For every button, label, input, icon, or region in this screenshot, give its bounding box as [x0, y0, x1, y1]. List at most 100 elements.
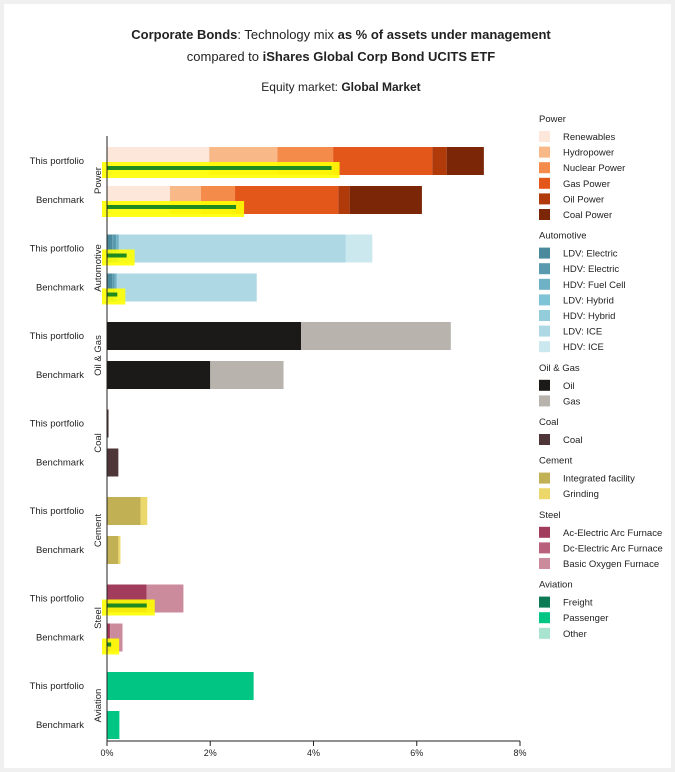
bar-automotive-benchmark-ldv-electric	[107, 273, 113, 302]
bar-oil-gas-benchmark-oil	[107, 361, 211, 389]
row-label-aviation-portfolio: This portfolio	[30, 681, 84, 692]
legend-label-steel-ac-electric-arc-furnace: Ac-Electric Arc Furnace	[563, 528, 662, 539]
x-axis: 0% 2% 4% 6% 8%	[100, 136, 527, 758]
target-line-steel-benchmark	[107, 642, 112, 647]
legend-heading-automotive: Automotive	[539, 231, 587, 242]
text-part: Equity market:	[261, 80, 341, 94]
sector-label-power: Power	[93, 167, 104, 194]
row-label-cement-portfolio: This portfolio	[30, 506, 84, 517]
bar-oil-gas-benchmark-gas	[210, 361, 284, 389]
chart-subtitle: compared to iShares Global Corp Bond UCI…	[187, 49, 496, 64]
sector-label-cement: Cement	[93, 514, 104, 548]
text-part: compared to	[187, 49, 263, 64]
legend-swatch-automotive-hdv-ice	[539, 341, 550, 353]
legend-label-steel-basic-oxygen-furnace: Basic Oxygen Furnace	[563, 559, 659, 570]
legend-label-automotive-ldv-ice: LDV: ICE	[563, 327, 602, 338]
row-label-automotive-benchmark: Benchmark	[36, 283, 84, 294]
legend-heading-coal: Coal	[539, 417, 559, 428]
chart-card: Corporate Bonds: Technology mix as % of …	[4, 4, 671, 768]
equity-market-label: Equity market: Global Market	[261, 80, 420, 94]
legend: Power Renewables Hydropower Nuclear Power Ga…	[539, 114, 663, 640]
bar-aviation-benchmark-passenger	[107, 711, 120, 739]
sector-label-coal: Coal	[93, 433, 104, 453]
target-line-power-portfolio	[107, 166, 332, 170]
bar-steel-benchmark-ac-electric-arc-furnace	[107, 623, 111, 652]
bar-automotive-portfolio-ldv-ice	[118, 234, 346, 263]
row-labels-group: Power This portfolio Benchmark Automotive Th…	[30, 156, 104, 731]
row-label-steel-portfolio: This portfolio	[30, 594, 84, 605]
sector-label-oil-gas: Oil & Gas	[93, 335, 104, 376]
legend-label-cement-grinding: Grinding	[563, 489, 599, 500]
bar-power-portfolio-coal-power	[446, 147, 484, 175]
legend-label-power-gas-power: Gas Power	[563, 179, 610, 190]
row-label-power-benchmark: Benchmark	[36, 195, 84, 206]
legend-label-automotive-ldv-electric: LDV: Electric	[563, 249, 618, 260]
legend-label-automotive-hdv-electric: HDV: Electric	[563, 264, 619, 275]
legend-swatch-power-nuclear-power	[539, 162, 550, 174]
row-label-oil-gas-portfolio: This portfolio	[30, 331, 84, 342]
legend-swatch-aviation-freight	[539, 596, 550, 608]
bar-oil-gas-portfolio-gas	[301, 322, 451, 350]
row-label-steel-benchmark: Benchmark	[36, 633, 84, 644]
legend-swatch-steel-ac-electric-arc-furnace	[539, 526, 550, 538]
bar-power-benchmark-gas-power	[235, 186, 339, 214]
bar-cement-portfolio-integrated-facility	[107, 497, 141, 525]
x-tick-label: 6%	[410, 748, 423, 758]
legend-label-power-oil-power: Oil Power	[563, 194, 604, 205]
legend-label-aviation-freight: Freight	[563, 598, 593, 609]
text-part: Corporate Bonds	[131, 27, 237, 42]
row-label-cement-benchmark: Benchmark	[36, 545, 84, 556]
bar-cement-benchmark-grinding	[118, 536, 121, 564]
sector-label-automotive: Automotive	[93, 244, 104, 292]
target-line-steel-portfolio	[107, 603, 147, 608]
legend-swatch-cement-grinding	[539, 488, 550, 500]
bar-automotive-portfolio-hdv-electric	[112, 234, 117, 263]
bar-oil-gas-portfolio-oil	[107, 322, 302, 350]
legend-heading-power: Power	[539, 114, 566, 125]
legend-label-oil-gas-oil: Oil	[563, 381, 575, 392]
legend-swatch-aviation-other	[539, 627, 550, 639]
legend-swatch-power-oil-power	[539, 193, 550, 205]
legend-label-automotive-hdv-ice: HDV: ICE	[563, 342, 604, 353]
legend-label-power-coal-power: Coal Power	[563, 210, 612, 221]
bar-automotive-benchmark-ldv-ice	[116, 273, 257, 302]
bar-automotive-portfolio-hdv-ice	[345, 234, 373, 263]
text-part: as % of assets under management	[338, 27, 552, 42]
legend-label-aviation-passenger: Passenger	[563, 613, 608, 624]
bar-automotive-portfolio-hdv-fuel-cell	[116, 234, 119, 263]
bars-group	[102, 147, 484, 739]
bar-coal-benchmark-coal	[107, 448, 119, 477]
row-label-coal-benchmark: Benchmark	[36, 458, 84, 469]
row-label-coal-portfolio: This portfolio	[30, 419, 84, 430]
legend-swatch-automotive-ldv-ice	[539, 325, 550, 337]
x-tick-label: 0%	[100, 748, 113, 758]
legend-label-automotive-hdv-fuel-cell: HDV: Fuel Cell	[563, 280, 625, 291]
text-part: iShares Global Corp Bond UCITS ETF	[263, 49, 496, 64]
legend-swatch-oil-gas-gas	[539, 395, 550, 407]
bar-automotive-benchmark-hdv-fuel-cell	[114, 273, 117, 302]
bar-power-portfolio-oil-power	[432, 147, 447, 175]
legend-swatch-automotive-ldv-hybrid	[539, 294, 550, 306]
legend-label-coal-coal: Coal	[563, 435, 583, 446]
bar-aviation-portfolio-passenger	[107, 672, 254, 700]
legend-heading-cement: Cement	[539, 456, 573, 467]
bar-power-benchmark-coal-power	[349, 186, 422, 214]
legend-swatch-automotive-hdv-fuel-cell	[539, 278, 550, 290]
text-part: Global Market	[341, 80, 420, 94]
text-part: : Technology mix	[237, 27, 337, 42]
bar-automotive-portfolio-ldv-electric	[107, 234, 113, 263]
legend-label-power-renewables: Renewables	[563, 132, 616, 143]
x-tick-label: 4%	[307, 748, 320, 758]
legend-heading-aviation: Aviation	[539, 580, 573, 591]
x-tick-label: 8%	[513, 748, 526, 758]
legend-label-aviation-other: Other	[563, 629, 587, 640]
legend-swatch-automotive-hdv-hybrid	[539, 310, 550, 321]
row-label-automotive-portfolio: This portfolio	[30, 244, 84, 255]
sector-label-steel: Steel	[93, 607, 104, 629]
legend-label-automotive-ldv-hybrid: LDV: Hybrid	[563, 295, 614, 306]
bar-automotive-benchmark-hdv-electric	[112, 273, 115, 302]
bar-coal-portfolio-coal	[107, 409, 109, 438]
target-line-power-benchmark	[107, 205, 237, 209]
legend-swatch-automotive-hdv-electric	[539, 263, 550, 275]
bar-cement-benchmark-integrated-facility	[107, 536, 119, 564]
